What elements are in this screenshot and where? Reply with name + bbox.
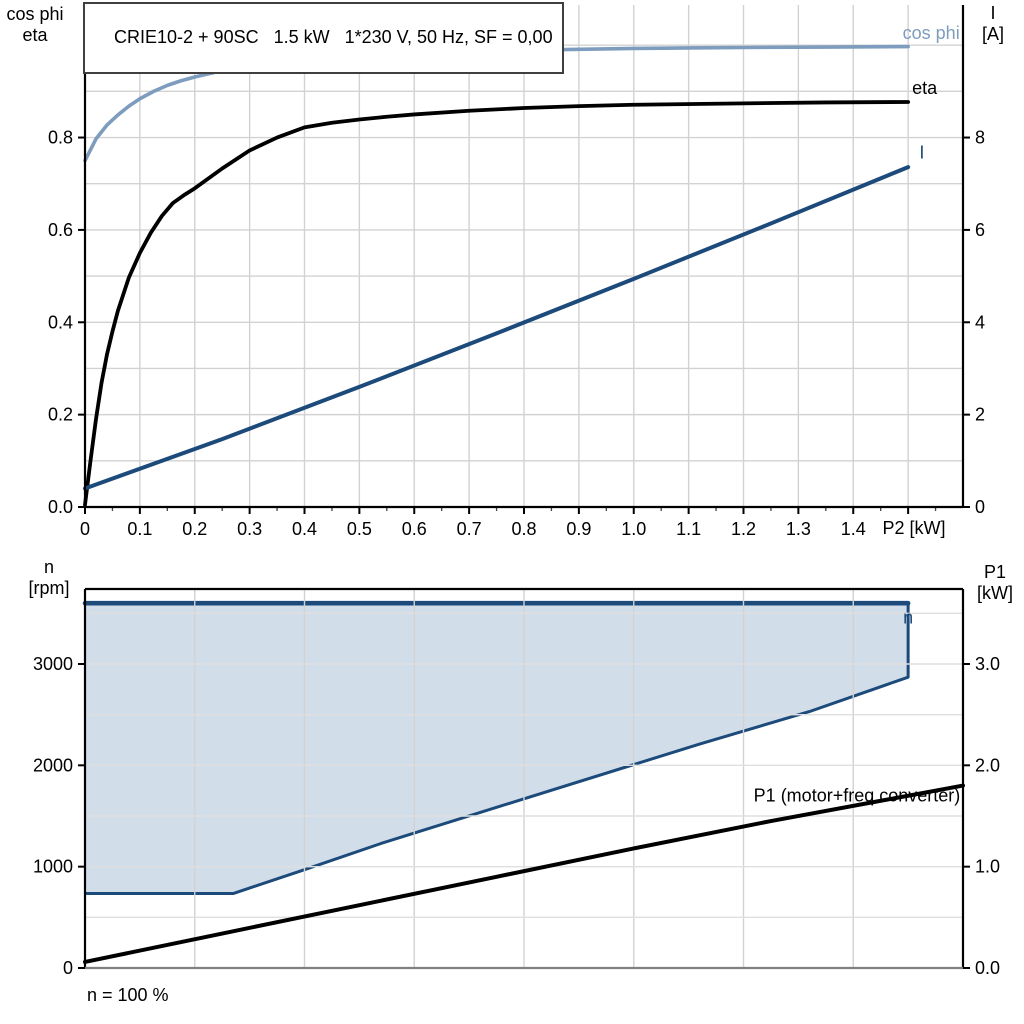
svg-text:1.3: 1.3 (786, 519, 811, 539)
svg-text:0.3: 0.3 (237, 519, 262, 539)
svg-text:0.8: 0.8 (48, 128, 73, 148)
svg-text:0: 0 (975, 497, 985, 517)
svg-text:6: 6 (975, 220, 985, 240)
svg-text:3.0: 3.0 (975, 654, 1000, 674)
curve-label-p1-motor-freq-converter-: P1 (motor+freq.converter) (754, 786, 961, 806)
svg-text:0.1: 0.1 (127, 519, 152, 539)
series-p1-motor-freq-converter- (83, 783, 965, 964)
gridlines (85, 5, 963, 511)
svg-text:0.0: 0.0 (48, 497, 73, 517)
p1-axis-label: P1 (983, 562, 1007, 582)
series-i (83, 165, 911, 491)
svg-text:3000: 3000 (33, 654, 73, 674)
svg-text:0.6: 0.6 (48, 220, 73, 240)
speed-unit-label: [rpm] (28, 578, 70, 598)
bottom-chart-left-axis-title: n [rpm] (16, 557, 82, 599)
svg-text:0.9: 0.9 (566, 519, 591, 539)
svg-text:0.7: 0.7 (457, 519, 482, 539)
curve-label-n: n (903, 607, 913, 627)
svg-text:8: 8 (975, 128, 985, 148)
chart-electrical-curves: 0 0.1 0.2 0.3 0.4 0.5 0.6 0.7 0.8 0.9 1.0 1.1 1.2 1.3… (48, 5, 985, 539)
chart-speed-and-input-power: 0 1000 2000 3000 0.0 1.0 2.0 3.0 n P1 (motor+freq… (33, 587, 1000, 978)
tick-labels: 0 0.1 0.2 0.3 0.4 0.5 0.6 0.7 0.8 0.9 1.0 1.1 1.2 1.3… (48, 128, 985, 539)
chart-title: CRIE10-2 + 90SC 1.5 kW 1*230 V, 50 Hz, S… (114, 27, 553, 47)
svg-text:2: 2 (975, 405, 985, 425)
svg-text:1.0: 1.0 (621, 519, 646, 539)
gridlines (85, 589, 963, 968)
svg-text:2.0: 2.0 (975, 755, 1000, 775)
p1-unit-label: [kW] (977, 583, 1013, 603)
svg-text:1.4: 1.4 (841, 519, 866, 539)
curve-label-i: I (919, 142, 924, 162)
svg-text:0.2: 0.2 (182, 519, 207, 539)
svg-text:0.4: 0.4 (292, 519, 317, 539)
svg-text:0.0: 0.0 (975, 958, 1000, 978)
curve-label-cos-phi: cos phi (903, 23, 960, 43)
bottom-chart-right-axis-title: P1 [kW] (966, 562, 1024, 604)
svg-text:0.5: 0.5 (347, 519, 372, 539)
eta-axis-label: eta (22, 25, 48, 45)
svg-text:0.8: 0.8 (511, 519, 536, 539)
chart-title-box: CRIE10-2 + 90SC 1.5 kW 1*230 V, 50 Hz, S… (83, 2, 564, 74)
speed-axis-label: n (43, 557, 54, 577)
curve-label-eta: eta (912, 78, 938, 98)
svg-text:0: 0 (80, 519, 90, 539)
x-axis-unit-label: P2 [kW] (882, 518, 946, 538)
svg-text:0.4: 0.4 (48, 312, 73, 332)
speed-band (82, 600, 911, 896)
svg-text:1000: 1000 (33, 857, 73, 877)
speed-footnote: n = 100 % (87, 985, 169, 1005)
svg-text:1.2: 1.2 (731, 519, 756, 539)
cos-phi-axis-label: cos phi (6, 4, 64, 24)
svg-text:0.2: 0.2 (48, 405, 73, 425)
current-axis-label: I (990, 3, 996, 23)
top-chart-left-axis-title: cos phi eta (2, 4, 68, 46)
axis-frame (83, 587, 965, 970)
svg-text:2000: 2000 (33, 755, 73, 775)
svg-text:0: 0 (63, 958, 73, 978)
svg-text:4: 4 (975, 312, 985, 332)
current-unit-label: [A] (981, 24, 1004, 44)
top-chart-right-axis-title: I [A] (966, 3, 1020, 45)
speed-band-outline (85, 601, 910, 896)
svg-text:1.1: 1.1 (676, 519, 701, 539)
svg-text:0.6: 0.6 (402, 519, 427, 539)
tick-labels: 0 1000 2000 3000 0.0 1.0 2.0 3.0 (33, 654, 1000, 978)
series-eta (83, 100, 911, 507)
svg-text:1.0: 1.0 (975, 857, 1000, 877)
